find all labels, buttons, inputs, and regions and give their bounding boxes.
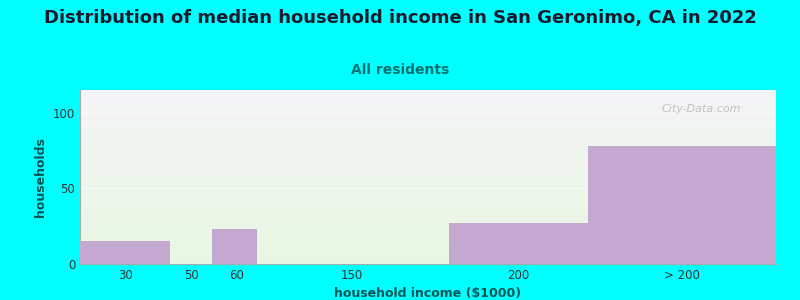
- Bar: [449, 223, 588, 264]
- Bar: [588, 146, 776, 264]
- X-axis label: household income ($1000): household income ($1000): [334, 287, 522, 300]
- Text: City-Data.com: City-Data.com: [662, 104, 741, 114]
- Bar: [212, 229, 258, 264]
- Text: All residents: All residents: [351, 63, 449, 77]
- Bar: [80, 241, 170, 264]
- Y-axis label: households: households: [34, 137, 47, 217]
- Text: Distribution of median household income in San Geronimo, CA in 2022: Distribution of median household income …: [43, 9, 757, 27]
